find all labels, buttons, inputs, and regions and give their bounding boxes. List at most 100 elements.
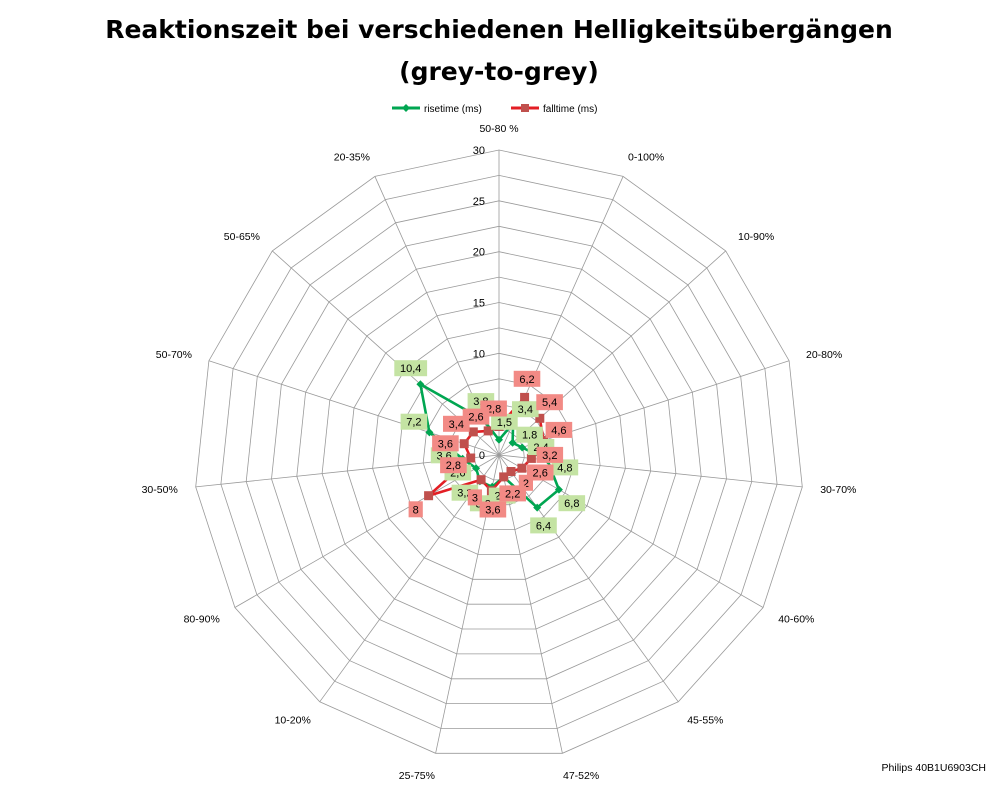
falltime-point: [506, 467, 516, 476]
category-labels: 50-80 % 0-100% 10-90% 20-80% 30-70% 40-60% 45-…: [142, 123, 857, 782]
category-label: 50-80 %: [479, 123, 518, 135]
data-label-box: [394, 360, 428, 377]
data-label: 2: [523, 478, 529, 490]
falltime-point: [468, 427, 478, 437]
risetime-point: [518, 443, 527, 452]
category-label: 80-90%: [184, 614, 220, 626]
data-label: 3,4: [449, 419, 464, 431]
falltime-point: [517, 463, 527, 473]
data-label: 6,2: [519, 374, 534, 386]
grid-spoke: [498, 250, 726, 456]
data-label: 3,4: [518, 404, 533, 416]
footer-model-label: Philips 40B1U6903CH: [881, 762, 986, 774]
category-label: 47-52%: [563, 770, 599, 782]
data-label: 1,8: [522, 430, 537, 442]
risetime-point: [508, 438, 517, 447]
category-label: 45-55%: [687, 715, 723, 727]
category-label: 0-100%: [628, 151, 664, 163]
category-label: 30-50%: [142, 484, 178, 496]
grid-ring: [422, 378, 576, 530]
grid-ring: [321, 276, 677, 630]
grid-ring: [372, 327, 626, 580]
risetime-point: [416, 380, 425, 389]
falltime-point: [526, 453, 536, 463]
legend-risetime-marker: [402, 104, 410, 112]
category-label: 10-20%: [275, 715, 311, 727]
data-label: 2,2: [505, 488, 520, 500]
falltime-point: [466, 453, 476, 463]
data-labels: 1,53,41,82,44,86,86,42,23,23,22,63,67,21…: [394, 360, 586, 534]
grid-spoke: [498, 454, 679, 703]
data-label-box: [545, 421, 573, 438]
data-label-box: [558, 495, 586, 512]
tick-label: 30: [473, 145, 485, 157]
legend-falltime-label: falltime (ms): [543, 104, 597, 115]
data-label-box: [432, 435, 459, 452]
category-label: 20-80%: [806, 349, 842, 361]
tick-label: 25: [473, 196, 485, 208]
category-label: 25-75%: [399, 770, 435, 782]
data-label-box: [516, 426, 543, 443]
category-label: 10-90%: [738, 231, 774, 243]
risetime-point: [425, 428, 434, 437]
data-label-box: [467, 489, 482, 506]
grid-ring: [245, 200, 753, 704]
data-label-box: [479, 501, 507, 518]
falltime-point: [476, 475, 486, 485]
data-label-box: [491, 413, 518, 430]
tick-label: 0: [479, 450, 485, 462]
category-label: 30-70%: [820, 484, 856, 496]
category-label: 50-70%: [156, 349, 192, 361]
risetime-point: [554, 485, 563, 494]
data-label: 6,8: [564, 498, 579, 510]
data-label: 7,2: [406, 417, 421, 429]
legend: risetime (ms) falltime (ms): [392, 104, 597, 115]
grid-ring: [220, 174, 778, 729]
falltime-point: [520, 392, 530, 402]
risetime-point: [495, 435, 503, 444]
radar-grid: [195, 149, 803, 754]
tick-label: 10: [473, 348, 485, 360]
legend-risetime-label: risetime (ms): [424, 104, 482, 115]
data-label: 3,6: [438, 438, 453, 450]
grid-ring: [296, 251, 702, 655]
data-label-box: [499, 485, 526, 502]
tick-label: 15: [473, 298, 485, 310]
data-label-box: [526, 464, 554, 481]
data-label: 3,2: [542, 450, 557, 462]
data-label-box: [530, 517, 557, 534]
legend-falltime-marker: [521, 104, 529, 112]
tick-label: 20: [473, 247, 485, 259]
chart-title-line2: (grey-to-grey): [399, 57, 599, 86]
data-label: 4,8: [557, 462, 572, 474]
grid-ring: [397, 352, 601, 555]
data-label: 5,4: [542, 397, 557, 409]
category-label: 40-60%: [778, 614, 814, 626]
data-label-box: [462, 408, 490, 425]
data-label-box: [400, 413, 428, 430]
data-label: 2,6: [468, 412, 483, 424]
grid-ring: [346, 302, 652, 605]
data-label: 2,6: [533, 468, 548, 480]
category-label: 20-35%: [334, 151, 370, 163]
data-label: 10,4: [400, 363, 421, 375]
data-label-box: [551, 459, 579, 476]
data-label: 8: [413, 504, 419, 516]
data-label: 6,4: [536, 520, 551, 532]
risetime-point: [533, 503, 542, 512]
data-label: 2,8: [446, 460, 461, 472]
falltime-point: [424, 491, 434, 501]
falltime-point: [499, 472, 509, 482]
chart-title-line1: Reaktionszeit bei verschiedenen Helligke…: [105, 15, 893, 44]
data-label: 2,8: [486, 404, 501, 416]
falltime-point: [459, 439, 469, 449]
falltime-point: [483, 426, 493, 436]
data-label-box: [536, 394, 563, 411]
data-label-box: [512, 401, 539, 418]
data-label-box: [408, 501, 423, 518]
risetime-point: [472, 464, 481, 473]
category-label: 50-65%: [224, 231, 260, 243]
data-label: 3,6: [485, 505, 500, 517]
data-label: 1,5: [497, 417, 512, 429]
